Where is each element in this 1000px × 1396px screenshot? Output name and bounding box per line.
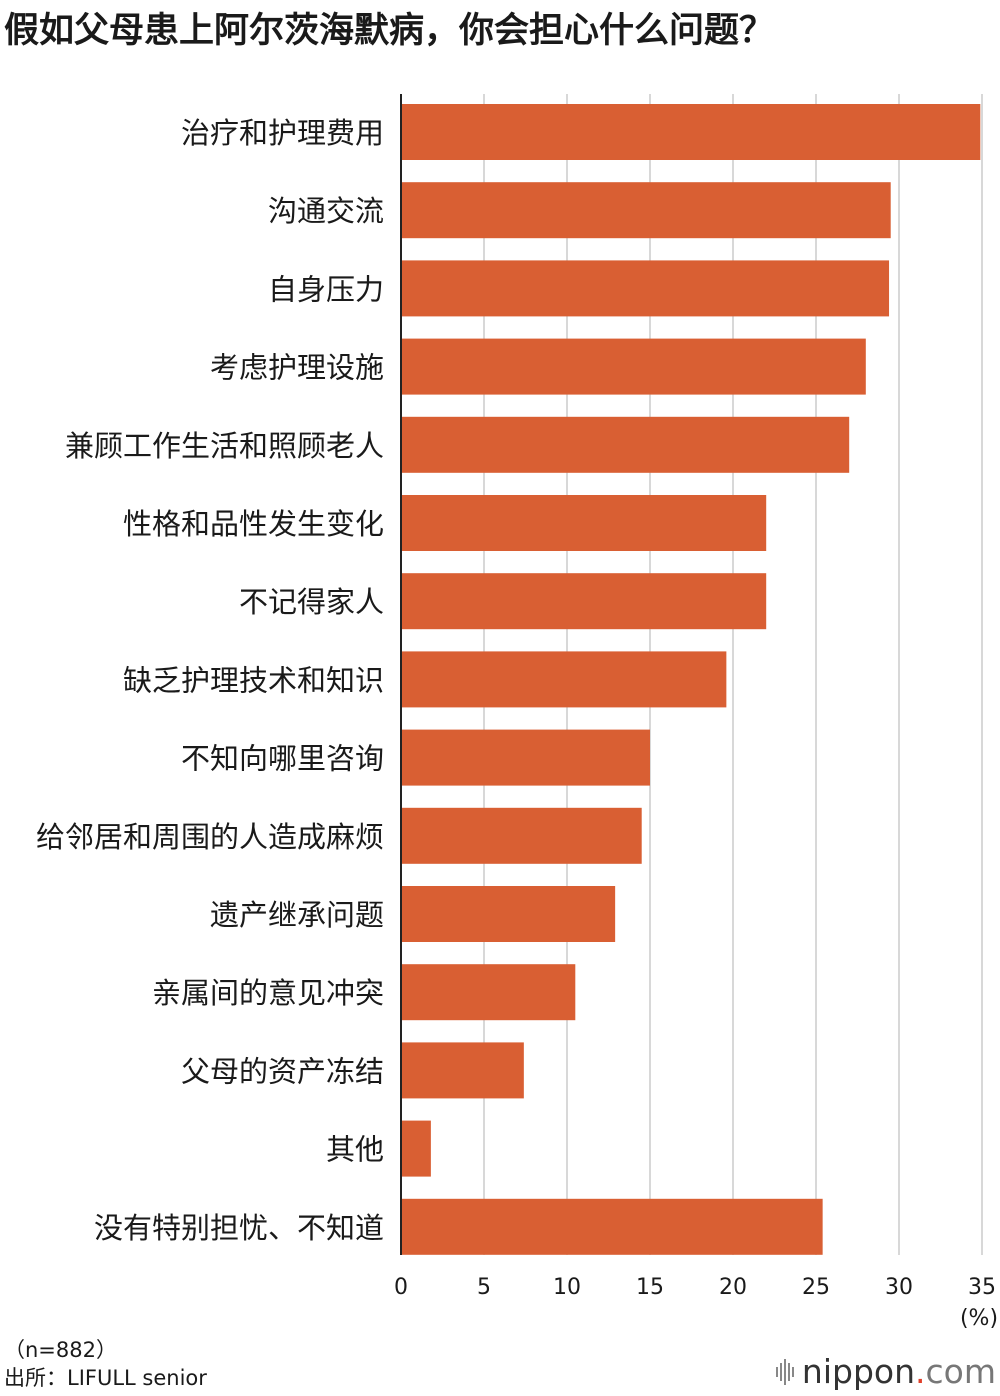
bar — [401, 104, 981, 160]
bar — [401, 495, 767, 551]
category-label: 给邻居和周围的人造成麻烦 — [36, 820, 384, 854]
x-tick-label: 35 — [968, 1275, 996, 1300]
logo-suffix: com — [925, 1352, 996, 1391]
source-note: 出所：LIFULL senior — [4, 1366, 207, 1390]
bar — [401, 651, 727, 708]
category-label: 父母的资产冻结 — [181, 1054, 384, 1088]
bar-chart: 治疗和护理费用沟通交流自身压力考虑护理设施兼顾工作生活和照顾老人性格和品性发生变… — [36, 94, 998, 1331]
logo-dot: . — [915, 1352, 926, 1391]
bar — [401, 964, 576, 1021]
x-tick-label: 0 — [394, 1275, 408, 1300]
bar — [401, 182, 891, 239]
bar — [401, 1042, 524, 1099]
category-label: 遗产继承问题 — [210, 898, 384, 932]
bar — [401, 1198, 823, 1255]
bar — [401, 1120, 431, 1177]
bar — [401, 573, 767, 630]
nippon-logo: nippon. com — [775, 1352, 996, 1391]
x-tick-label: 10 — [553, 1275, 581, 1300]
category-label: 治疗和护理费用 — [181, 116, 384, 150]
bar — [401, 416, 850, 473]
category-label: 沟通交流 — [268, 194, 384, 228]
chart-title: 假如父母患上阿尔茨海默病，你会担心什么问题？ — [4, 11, 775, 51]
category-label: 缺乏护理技术和知识 — [123, 663, 384, 697]
bar — [401, 260, 890, 317]
sample-size-note: （n=882） — [4, 1338, 117, 1362]
category-label: 不知向哪里咨询 — [181, 742, 384, 776]
x-tick-label: 5 — [477, 1275, 491, 1300]
bar — [401, 338, 866, 395]
category-label: 没有特别担忧、不知道 — [94, 1211, 384, 1245]
x-tick-label: 30 — [885, 1275, 913, 1300]
x-tick-label: 25 — [802, 1275, 830, 1300]
x-tick-label: 20 — [719, 1275, 747, 1300]
category-label: 不记得家人 — [239, 585, 384, 619]
x-tick-label: 15 — [636, 1275, 664, 1300]
bar — [401, 886, 616, 942]
category-label: 自身压力 — [268, 272, 384, 306]
logo-name: nippon — [801, 1352, 916, 1391]
category-label: 其他 — [326, 1133, 384, 1167]
logo-bars-icon — [775, 1358, 794, 1385]
category-label: 考虑护理设施 — [210, 351, 384, 385]
category-label: 兼顾工作生活和照顾老人 — [65, 429, 384, 463]
bar — [401, 807, 642, 864]
category-label: 性格和品性发生变化 — [123, 507, 384, 541]
category-label: 亲属间的意见冲突 — [152, 976, 384, 1010]
x-unit-label: (%) — [960, 1306, 998, 1331]
bar — [401, 729, 650, 786]
